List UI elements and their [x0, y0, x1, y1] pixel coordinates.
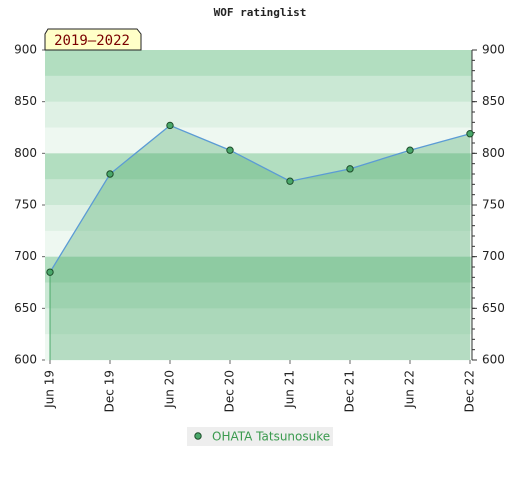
y-tick-label: 850: [14, 94, 37, 108]
x-tick-label: Jun 19: [43, 370, 57, 409]
band: [45, 256, 472, 283]
x-tick-label: Dec 19: [103, 370, 117, 412]
legend: [187, 427, 333, 446]
point: [406, 146, 414, 154]
y2-tick-label: 900: [482, 43, 505, 57]
plot-background: [45, 50, 472, 361]
band: [45, 127, 472, 154]
y2-tick-label: 600: [482, 353, 505, 367]
y2-tick-label: 800: [482, 146, 505, 160]
x-tick-label: Dec 22: [463, 370, 477, 412]
band: [45, 282, 472, 309]
y2-tick-label: 650: [482, 301, 505, 315]
chart-title: WOF ratinglist: [214, 6, 307, 19]
point: [346, 165, 354, 173]
annotation: 2019–2022: [54, 33, 130, 49]
y-tick-label: 600: [14, 353, 37, 367]
point: [286, 177, 294, 185]
point: [226, 146, 234, 154]
point: [166, 121, 174, 130]
y-tick-label: 900: [14, 43, 37, 57]
band: [45, 101, 472, 128]
band: [45, 50, 472, 77]
x-tick-label: Jun 20: [163, 370, 177, 409]
x-tick-label: Dec 21: [343, 370, 357, 412]
area: [50, 125, 470, 360]
y2-tick-label: 750: [482, 198, 505, 212]
point: [466, 130, 474, 138]
y2-tick-label: 700: [482, 249, 505, 263]
band: [45, 205, 472, 232]
y2-tick-label: 850: [482, 94, 505, 108]
band: [45, 334, 472, 361]
legend-marker: [194, 432, 202, 440]
band: [45, 179, 472, 206]
band: [45, 153, 472, 180]
y-tick-label: 750: [14, 198, 37, 212]
y-tick-label: 800: [14, 146, 37, 160]
annotation-box: [44, 28, 142, 51]
point: [106, 170, 114, 178]
band: [45, 230, 472, 258]
x-tick-label: Jun 21: [283, 370, 297, 409]
x-tick-label: Jun 22: [403, 370, 417, 409]
x-tick-label: Dec 20: [223, 370, 237, 412]
line: [49, 124, 471, 273]
y-tick-label: 700: [14, 249, 37, 263]
band: [45, 308, 472, 335]
band: [45, 75, 472, 103]
y-tick-label: 650: [14, 301, 37, 315]
legend-label: OHATA Tatsunosuke: [212, 430, 330, 444]
point: [46, 268, 54, 276]
